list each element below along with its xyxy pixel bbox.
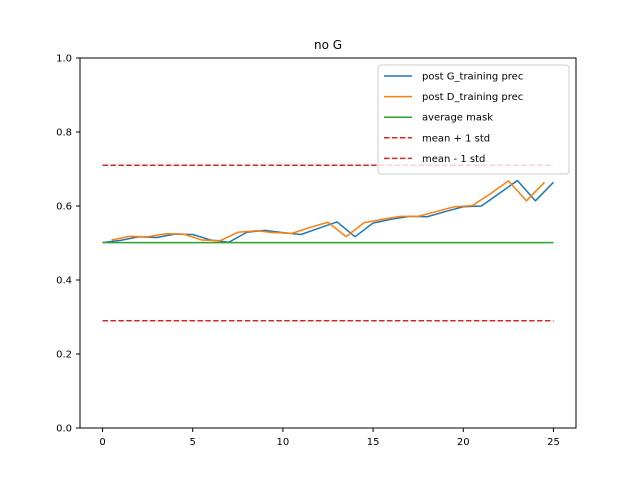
legend: post G_training prec post D_training prec… [377, 64, 570, 175]
y-tick-label: 0.8 [56, 128, 72, 139]
legend-entry-label: mean - 1 std [422, 154, 485, 165]
legend-box [377, 64, 570, 175]
x-tick-label: 15 [367, 437, 380, 448]
chart-title: no G [314, 38, 342, 52]
legend-entry-label: average mask [422, 113, 493, 124]
series-line-1 [111, 180, 545, 242]
legend-entry-label: post G_training prec [422, 72, 523, 83]
x-tick-label: 5 [190, 437, 196, 448]
y-tick-label: 0.2 [56, 350, 72, 361]
x-tick-label: 0 [99, 437, 105, 448]
x-tick-label: 10 [277, 437, 290, 448]
x-tick-label: 20 [457, 437, 470, 448]
y-axis: 0.0 0.2 0.4 0.6 0.8 1.0 [56, 54, 80, 435]
legend-entry-label: mean + 1 std [422, 133, 490, 144]
axes-frame [79, 57, 577, 429]
y-tick-label: 1.0 [56, 54, 72, 65]
y-tick-label: 0.4 [56, 276, 72, 287]
x-tick-label: 25 [547, 437, 560, 448]
y-tick-label: 0.6 [56, 202, 72, 213]
y-tick-label: 0.0 [56, 424, 72, 435]
legend-entry-label: post D_training prec [422, 92, 523, 103]
x-axis: 0 5 10 15 20 25 [99, 428, 560, 448]
